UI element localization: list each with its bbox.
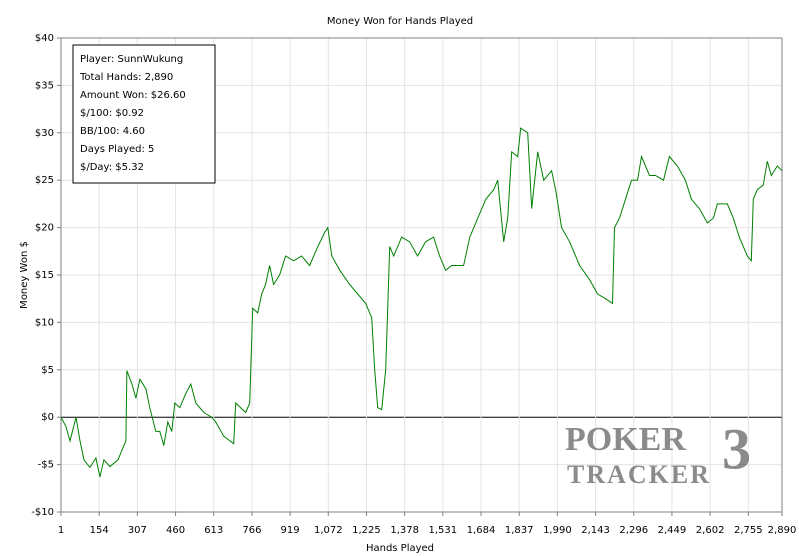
y-tick-label: $35 (35, 80, 54, 91)
x-tick-label: 2,755 (734, 525, 763, 536)
x-tick-label: 2,449 (658, 525, 687, 536)
x-tick-label: 1,684 (467, 525, 496, 536)
info-box-line: BB/100: 4.60 (80, 126, 145, 137)
info-box-line: Days Played: 5 (80, 144, 154, 155)
x-tick-label: 1,378 (390, 525, 419, 536)
x-tick-label: 2,143 (581, 525, 610, 536)
x-tick-label: 2,890 (768, 525, 797, 536)
y-tick-label: $20 (35, 223, 54, 234)
y-tick-label: $25 (35, 175, 54, 186)
y-tick-label: -$5 (38, 460, 54, 471)
x-tick-label: 1,225 (352, 525, 381, 536)
watermark-text: 3 (722, 416, 751, 481)
y-tick-label: -$10 (31, 507, 54, 518)
watermark-text: TRACKER (567, 460, 711, 489)
x-tick-label: 2,602 (696, 525, 725, 536)
y-tick-label: $30 (35, 128, 54, 139)
watermark-text: POKER (565, 421, 686, 458)
x-axis-label: Hands Played (366, 543, 434, 554)
x-tick-label: 1,531 (429, 525, 458, 536)
x-tick-label: 1 (58, 525, 64, 536)
info-box-line: Player: SunnWukung (80, 54, 183, 65)
y-tick-label: $15 (35, 270, 54, 281)
x-tick-label: 154 (90, 525, 109, 536)
info-box-line: $/Day: $5.32 (80, 162, 144, 173)
chart-title: Money Won for Hands Played (327, 16, 473, 27)
y-tick-label: $5 (41, 365, 54, 376)
x-tick-label: 460 (166, 525, 185, 536)
data-line (60, 127, 783, 478)
plot-border (60, 37, 783, 513)
x-tick-label: 919 (281, 525, 300, 536)
info-box-line: Total Hands: 2,890 (79, 72, 173, 83)
y-tick-label: $40 (35, 33, 54, 44)
y-tick-label: $10 (35, 317, 54, 328)
y-tick-label: $0 (41, 412, 54, 423)
info-box-frame (72, 44, 216, 184)
x-tick-label: 307 (128, 525, 147, 536)
x-tick-label: 1,072 (314, 525, 343, 536)
watermark: POKER TRACKER 3 (565, 416, 751, 489)
y-axis-label: Money Won $ (19, 241, 30, 309)
info-box-line: $/100: $0.92 (80, 108, 144, 119)
x-tick-label: 766 (242, 525, 261, 536)
info-box-line: Amount Won: $26.60 (80, 90, 186, 101)
x-tick-label: 1,990 (543, 525, 572, 536)
x-tick-label: 1,837 (505, 525, 534, 536)
info-box: Player: SunnWukung Total Hands: 2,890 Amou… (72, 44, 216, 184)
x-tick-label: 2,296 (619, 525, 648, 536)
x-tick-label: 613 (204, 525, 223, 536)
